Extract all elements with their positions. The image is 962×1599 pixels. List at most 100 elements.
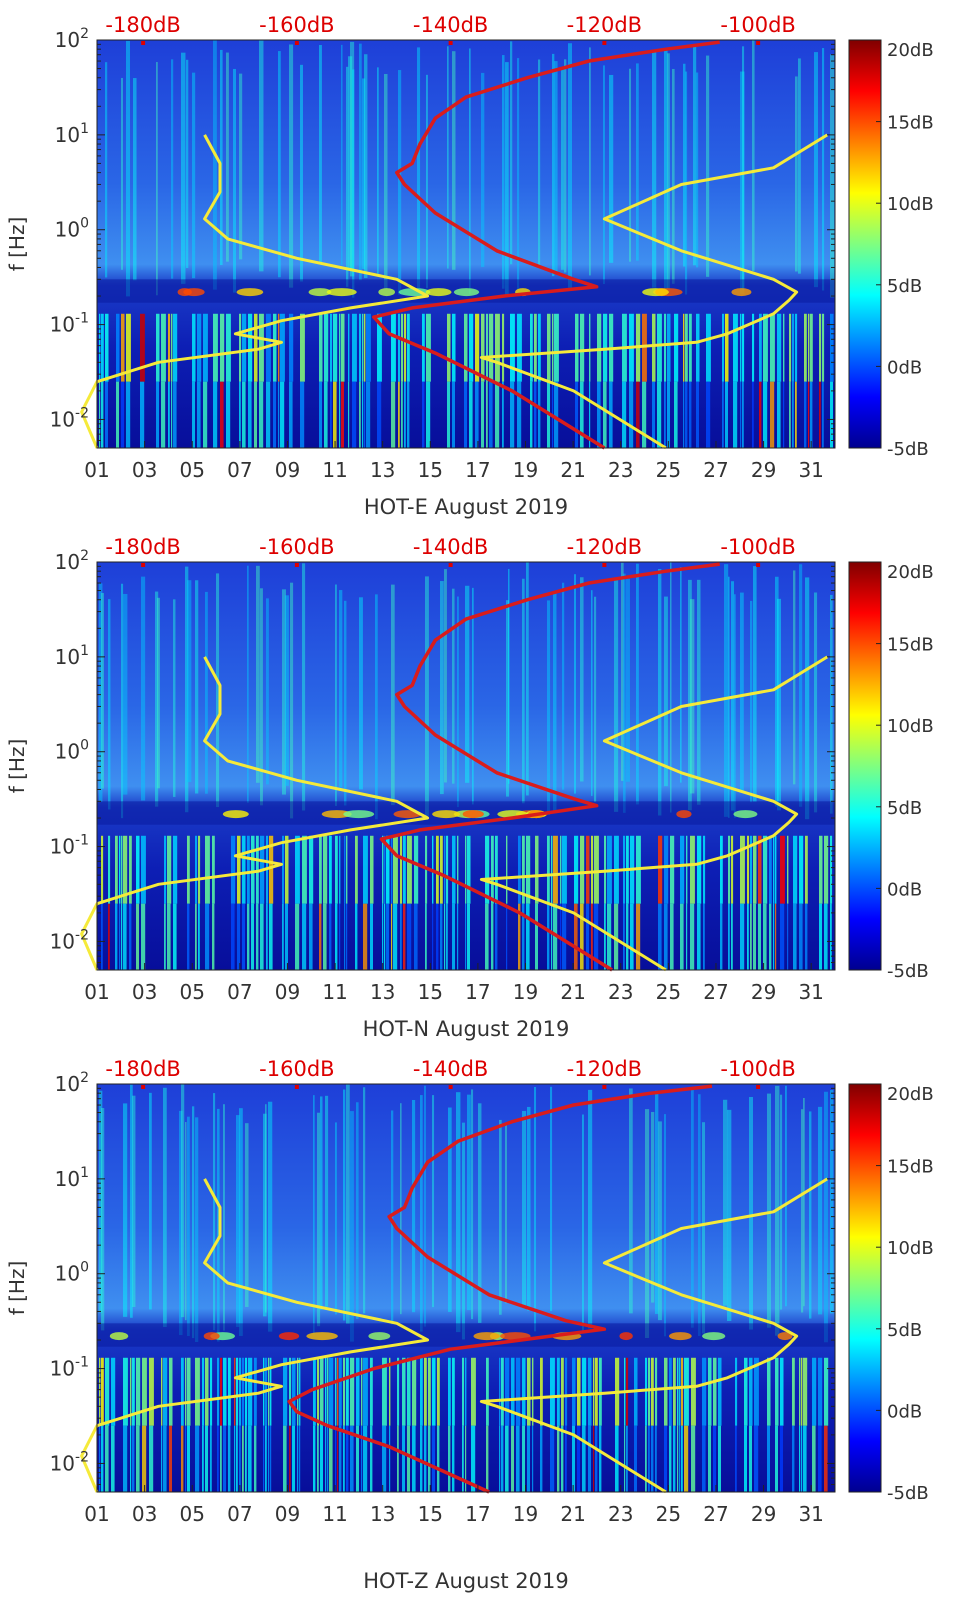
spectrogram-cell [664,903,668,970]
spectrogram-cell [375,594,378,820]
spectrogram-cell [651,1111,655,1303]
spectrogram-cell [562,582,565,790]
spectrogram-cell [362,78,366,269]
spectrogram-cell [799,1425,801,1492]
spectrogram-cell [187,580,192,783]
spectrogram-cell [652,313,656,382]
spectrogram-cell [658,835,663,904]
spectrogram-cell [688,579,692,811]
spectrogram-cell [724,564,729,817]
spectrogram-cell [489,381,493,448]
x-tick-label: 29 [751,458,776,482]
spectrogram-cell [603,381,607,448]
spectrogram-cell [522,903,525,970]
spectrogram-cell [226,313,231,382]
spectrogram-cell [236,288,264,297]
spectrogram-cell [822,313,825,382]
spectrogram-cell [346,1425,349,1492]
spectrogram-cell [464,381,467,448]
spectrogram-cell [242,313,247,382]
spectrogram-cell [149,1357,154,1426]
spectrogram-cell [417,47,421,289]
spectrogram-cell [302,835,307,904]
top-axis: -180dB -160dB -140dB -120dB -100dB [105,535,796,567]
spectrogram-cell [329,1425,333,1492]
spectrogram-cell [770,313,775,382]
spectrogram-cell [588,1425,591,1492]
spectrogram-cell [720,903,723,970]
spectrogram-cell [132,1095,136,1308]
spectrogram-cell [256,835,259,904]
spectrogram-cell [728,903,730,970]
spectrogram-cell [203,1332,220,1341]
spectrogram-cell [696,313,700,382]
spectrogram-cell [803,1357,808,1426]
y-tick-label: 102 [55,26,89,52]
spectrogram-cell [580,903,584,970]
spectrogram-cell [217,1108,220,1342]
spectrogram-cell [436,835,439,904]
spectrogram-cell [319,835,322,904]
spectrogram-cell [236,1357,239,1426]
spectrogram-cell [626,1425,628,1492]
spectrogram-cell [758,903,761,970]
spectrogram-cell [309,835,314,904]
spectrogram-cell [561,1425,564,1492]
spectrogram-cell [121,835,123,904]
spectrogram-cell [623,903,625,970]
spectrogram-cell [740,592,744,792]
spectrogram-cell [299,1357,301,1426]
spectrogram-cell [472,587,474,805]
spectrogram-cell [359,381,361,448]
spectrogram-cell [553,903,558,970]
x-tick-label: 09 [275,1502,300,1526]
spectrogram-cell [259,381,264,448]
colorbar-tick-label: -5dB [887,961,929,982]
spectrogram-cell [195,1357,200,1426]
x-tick-label: 01 [84,980,109,1004]
spectrogram-cell [770,381,775,448]
spectrogram-cell [452,313,456,382]
spectrogram-cell [505,1122,507,1304]
spectrogram-cell [673,1425,676,1492]
spectrogram-cell [105,381,108,448]
spectrogram-cell [658,568,662,816]
spectrogram-cell [173,903,177,970]
spectrogram-cell [343,810,375,819]
spectrogram-cell [789,313,792,382]
spectrogram-cell [195,903,197,970]
spectrogram-cell [324,313,329,382]
spectrogram-cell [407,835,412,904]
spectrogram-cell [282,589,286,795]
spectrogram-cell [824,1091,828,1343]
spectrogram-cell [384,835,386,904]
spectrogram-cell [557,1425,560,1492]
spectrogram-cell [382,903,384,970]
spectrogram-cell [759,313,762,382]
spectrogram-cell [636,381,640,448]
spectrogram-cell [658,1121,662,1321]
spectrogram-cell [101,1108,105,1331]
spectrogram-cell [744,1357,748,1426]
spectrogram-cell [325,1425,327,1492]
spectrogram-cell [203,313,208,382]
spectrogram-cell [269,903,273,970]
spectrogram-cell [319,381,322,448]
spectrogram-cell [350,1357,355,1426]
spectrogram-cell [534,1086,537,1332]
spectrogram-cell [670,903,674,970]
spectrogram-cell [489,313,494,382]
spectrogram-cell [346,903,348,970]
spectrogram-cell [814,52,818,288]
spectrogram-cell [680,903,684,970]
spectrogram-cell [366,313,371,382]
spectrogram-cell [740,381,742,448]
top-axis-tick-label: -140dB [413,13,488,37]
spectrogram-cell [622,381,627,448]
spectrogram-cell [457,835,459,904]
spectrogram-cell [400,903,402,970]
spectrogram-cell [667,53,670,292]
x-tick-label: 11 [322,980,347,1004]
spectrogram-cell [819,313,822,382]
spectrogram-cell [510,381,515,448]
